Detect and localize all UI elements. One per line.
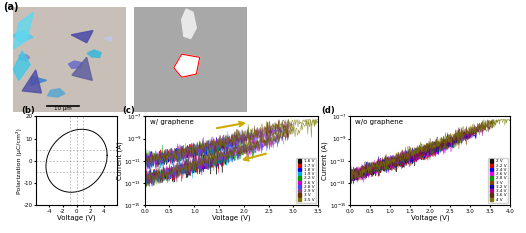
Text: (a): (a): [3, 2, 18, 12]
Polygon shape: [71, 31, 93, 43]
Polygon shape: [174, 54, 200, 77]
Polygon shape: [22, 70, 42, 93]
Polygon shape: [31, 76, 47, 86]
X-axis label: Voltage (V): Voltage (V): [411, 215, 449, 221]
Polygon shape: [68, 61, 82, 68]
Y-axis label: Current (A): Current (A): [116, 141, 123, 180]
X-axis label: Voltage (V): Voltage (V): [212, 215, 251, 221]
Polygon shape: [104, 36, 112, 41]
Text: w/o graphene: w/o graphene: [355, 119, 402, 125]
Y-axis label: Polarization (μC/cm²): Polarization (μC/cm²): [16, 128, 22, 194]
Polygon shape: [12, 31, 33, 42]
Text: (c): (c): [122, 106, 135, 115]
Polygon shape: [87, 50, 101, 58]
Legend: 2 V, 2.2 V, 2.4 V, 2.6 V, 2.8 V, 3 V, 3.2 V, 3.4 V, 3.6 V, 4 V: 2 V, 2.2 V, 2.4 V, 2.6 V, 2.8 V, 3 V, 3.…: [488, 158, 508, 203]
X-axis label: Voltage (V): Voltage (V): [57, 215, 96, 221]
Text: (d): (d): [321, 106, 335, 115]
Polygon shape: [181, 9, 196, 38]
Polygon shape: [72, 57, 93, 80]
Y-axis label: Current (A): Current (A): [321, 141, 328, 180]
Text: (b): (b): [21, 106, 35, 115]
Polygon shape: [13, 12, 34, 49]
Polygon shape: [19, 55, 29, 61]
Text: 10 μm: 10 μm: [54, 106, 72, 111]
Polygon shape: [13, 51, 30, 80]
Legend: 1.6 V, 1.7 V, 1.8 V, 1.9 V, 2.2 V, 2.6 V, 2.8 V, 2.9 V, 3 V, 3.5 V: 1.6 V, 1.7 V, 1.8 V, 1.9 V, 2.2 V, 2.6 V…: [296, 158, 316, 203]
Polygon shape: [47, 89, 65, 97]
Text: w/ graphene: w/ graphene: [150, 119, 194, 125]
